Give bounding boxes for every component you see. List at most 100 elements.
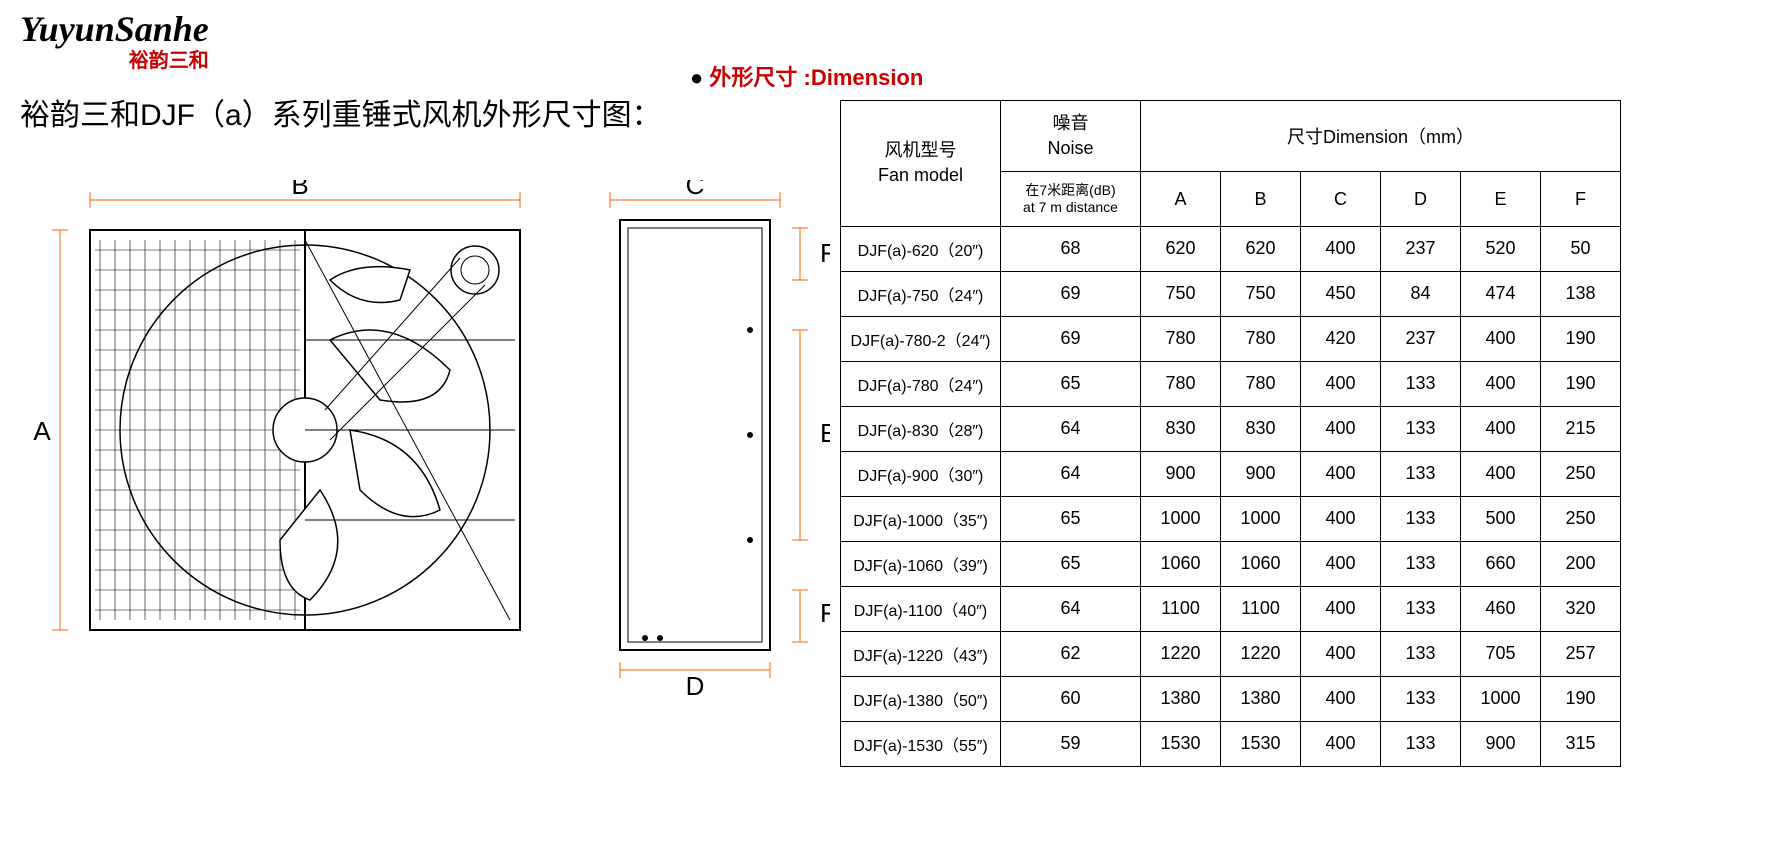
cell-model: DJF(a)-750（24″): [841, 271, 1001, 316]
cell-F: 315: [1541, 721, 1621, 766]
cell-F: 200: [1541, 541, 1621, 586]
label-B: B: [291, 180, 308, 200]
cell-D: 237: [1381, 226, 1461, 271]
cell-E: 1000: [1461, 676, 1541, 721]
cell-noise: 64: [1001, 451, 1141, 496]
cell-model: DJF(a)-900（30″): [841, 451, 1001, 496]
table-row: DJF(a)-900（30″)64900900400133400250: [841, 451, 1621, 496]
cell-A: 750: [1141, 271, 1221, 316]
fan-svg: B A: [30, 180, 830, 700]
cell-D: 133: [1381, 451, 1461, 496]
hdr-C: C: [1301, 172, 1381, 227]
cell-model: DJF(a)-1060（39″): [841, 541, 1001, 586]
cell-B: 1220: [1221, 631, 1301, 676]
table-row: DJF(a)-1220（43″)6212201220400133705257: [841, 631, 1621, 676]
cell-model: DJF(a)-620（20″): [841, 226, 1001, 271]
cell-A: 1060: [1141, 541, 1221, 586]
hdr-noise-sub: 在7米距离(dB) at 7 m distance: [1001, 172, 1141, 227]
cell-noise: 64: [1001, 586, 1141, 631]
cell-C: 400: [1301, 676, 1381, 721]
cell-D: 133: [1381, 541, 1461, 586]
table-row: DJF(a)-620（20″)6862062040023752050: [841, 226, 1621, 271]
cell-D: 84: [1381, 271, 1461, 316]
cell-B: 830: [1221, 406, 1301, 451]
cell-C: 400: [1301, 226, 1381, 271]
cell-A: 1220: [1141, 631, 1221, 676]
table-row: DJF(a)-1380（50″)60138013804001331000190: [841, 676, 1621, 721]
cell-noise: 69: [1001, 316, 1141, 361]
cell-E: 660: [1461, 541, 1541, 586]
cell-model: DJF(a)-1530（55″): [841, 721, 1001, 766]
cell-model: DJF(a)-780（24″): [841, 361, 1001, 406]
cell-C: 450: [1301, 271, 1381, 316]
cell-E: 900: [1461, 721, 1541, 766]
cell-B: 1100: [1221, 586, 1301, 631]
cell-F: 190: [1541, 676, 1621, 721]
cell-noise: 65: [1001, 541, 1141, 586]
cell-D: 133: [1381, 631, 1461, 676]
cell-C: 400: [1301, 451, 1381, 496]
cell-F: 50: [1541, 226, 1621, 271]
cell-B: 750: [1221, 271, 1301, 316]
table-row: DJF(a)-830（28″)64830830400133400215: [841, 406, 1621, 451]
cell-C: 400: [1301, 541, 1381, 586]
table-header-row-1: 风机型号 Fan model 噪音 Noise 尺寸Dimension（mm）: [841, 101, 1621, 172]
cell-A: 780: [1141, 361, 1221, 406]
cell-D: 133: [1381, 586, 1461, 631]
cell-B: 1380: [1221, 676, 1301, 721]
label-A: A: [33, 416, 51, 446]
hdr-D: D: [1381, 172, 1461, 227]
cell-E: 400: [1461, 406, 1541, 451]
cell-C: 400: [1301, 496, 1381, 541]
cell-F: 190: [1541, 361, 1621, 406]
cell-model: DJF(a)-1220（43″): [841, 631, 1001, 676]
cell-model: DJF(a)-780-2（24″): [841, 316, 1001, 361]
cell-noise: 62: [1001, 631, 1141, 676]
cell-model: DJF(a)-1380（50″): [841, 676, 1001, 721]
cell-F: 138: [1541, 271, 1621, 316]
table-row: DJF(a)-1100（40″)6411001100400133460320: [841, 586, 1621, 631]
cell-A: 620: [1141, 226, 1221, 271]
section-header: 外形尺寸 :Dimension: [690, 60, 923, 92]
cell-model: DJF(a)-1100（40″): [841, 586, 1001, 631]
cell-E: 400: [1461, 316, 1541, 361]
cell-E: 520: [1461, 226, 1541, 271]
cell-D: 237: [1381, 316, 1461, 361]
cell-F: 250: [1541, 496, 1621, 541]
cell-D: 133: [1381, 496, 1461, 541]
label-C: C: [686, 180, 705, 200]
cell-D: 133: [1381, 721, 1461, 766]
label-F-bottom: F: [820, 598, 830, 628]
cell-E: 500: [1461, 496, 1541, 541]
cell-A: 900: [1141, 451, 1221, 496]
cell-F: 190: [1541, 316, 1621, 361]
cell-E: 474: [1461, 271, 1541, 316]
hdr-A: A: [1141, 172, 1221, 227]
cell-F: 320: [1541, 586, 1621, 631]
brand-block: YuyunSanhe 裕韵三和: [20, 8, 209, 73]
cell-A: 1000: [1141, 496, 1221, 541]
table-row: DJF(a)-780（24″)65780780400133400190: [841, 361, 1621, 406]
cell-D: 133: [1381, 361, 1461, 406]
cell-noise: 65: [1001, 496, 1141, 541]
hdr-F: F: [1541, 172, 1621, 227]
table-row: DJF(a)-1530（55″)5915301530400133900315: [841, 721, 1621, 766]
cell-C: 400: [1301, 406, 1381, 451]
cell-C: 400: [1301, 721, 1381, 766]
cell-C: 400: [1301, 631, 1381, 676]
cell-B: 1060: [1221, 541, 1301, 586]
label-D: D: [686, 671, 705, 700]
hdr-dim: 尺寸Dimension（mm）: [1141, 101, 1621, 172]
cell-B: 780: [1221, 316, 1301, 361]
cell-noise: 59: [1001, 721, 1141, 766]
cell-E: 705: [1461, 631, 1541, 676]
cell-B: 900: [1221, 451, 1301, 496]
cell-B: 1000: [1221, 496, 1301, 541]
label-F-top: F: [820, 238, 830, 268]
cell-A: 1100: [1141, 586, 1221, 631]
cell-A: 1380: [1141, 676, 1221, 721]
cell-model: DJF(a)-830（28″): [841, 406, 1001, 451]
cell-C: 400: [1301, 361, 1381, 406]
cell-noise: 68: [1001, 226, 1141, 271]
table-row: DJF(a)-1000（35″)6510001000400133500250: [841, 496, 1621, 541]
